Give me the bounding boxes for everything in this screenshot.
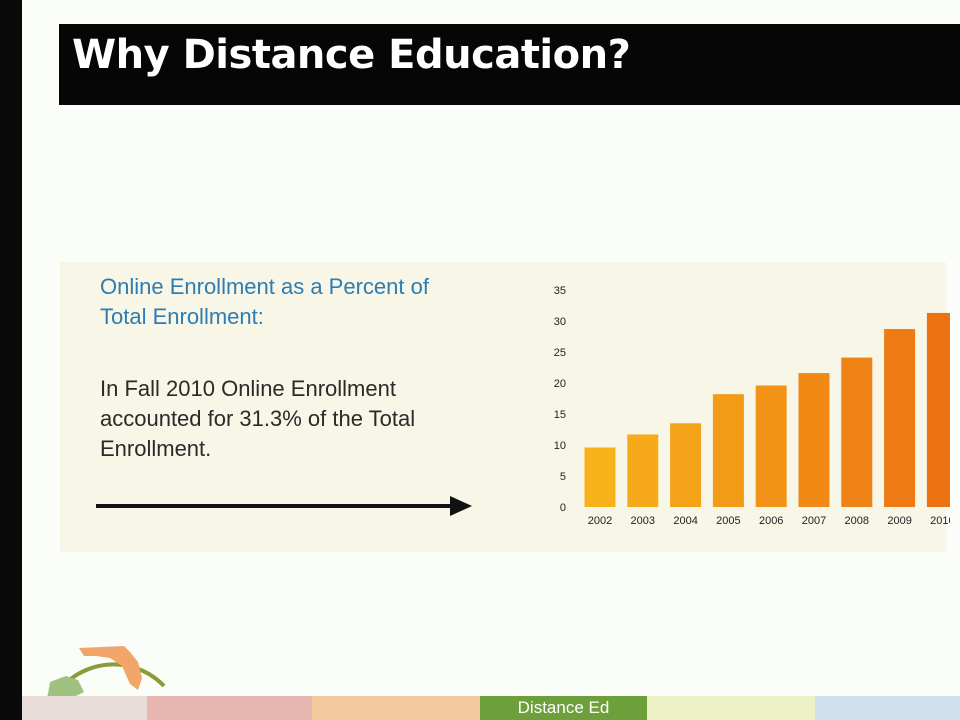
bar-2006: [755, 385, 787, 507]
slide-title: Why Distance Education?: [72, 32, 631, 78]
footer-label: Distance Ed: [480, 696, 647, 720]
bar-2004: [670, 423, 702, 507]
bar-2007: [798, 373, 830, 507]
x-tick-label: 2008: [845, 515, 869, 527]
x-tick-label: 2003: [631, 515, 655, 527]
arrow-right-icon: [96, 496, 472, 516]
title-bar: Why Distance Education?: [59, 24, 960, 105]
y-tick-label: 25: [554, 347, 566, 359]
enrollment-bar-chart: 0 5 10 15 20 25 30 35 2002 2003 2004 2005 2006 2007 2…: [554, 285, 950, 527]
y-tick-label: 20: [554, 378, 566, 390]
x-tick-label: 2009: [887, 515, 911, 527]
bar-2002: [584, 447, 616, 507]
y-tick-label: 30: [554, 316, 566, 328]
body-text: In Fall 2010 Online Enrollment accounted…: [100, 376, 416, 461]
bar-2008: [841, 357, 873, 507]
x-tick-label: 2006: [759, 515, 783, 527]
content-panel: Online Enrollment as a Percent of Total …: [60, 262, 950, 552]
x-tick-label: 2004: [673, 515, 697, 527]
bar-2005: [712, 394, 744, 507]
footer-bar: Distance Ed: [22, 696, 960, 720]
x-tick-label: 2010: [930, 515, 950, 527]
x-tick-label: 2005: [716, 515, 740, 527]
x-tick-label: 2002: [588, 515, 612, 527]
bar-2009: [884, 329, 916, 507]
y-tick-label: 15: [554, 409, 566, 421]
x-tick-label: 2007: [802, 515, 826, 527]
chart-heading: Online Enrollment as a Percent of Total …: [100, 274, 429, 329]
y-tick-label: 35: [554, 285, 566, 297]
y-tick-label: 5: [560, 471, 566, 483]
florida-map-icon: [79, 646, 142, 690]
bar-2010: [926, 312, 950, 507]
y-tick-label: 0: [560, 502, 566, 514]
bar-2003: [627, 434, 659, 507]
y-tick-label: 10: [554, 440, 566, 452]
slide: Why Distance Education? Online Enrollmen…: [22, 0, 960, 720]
